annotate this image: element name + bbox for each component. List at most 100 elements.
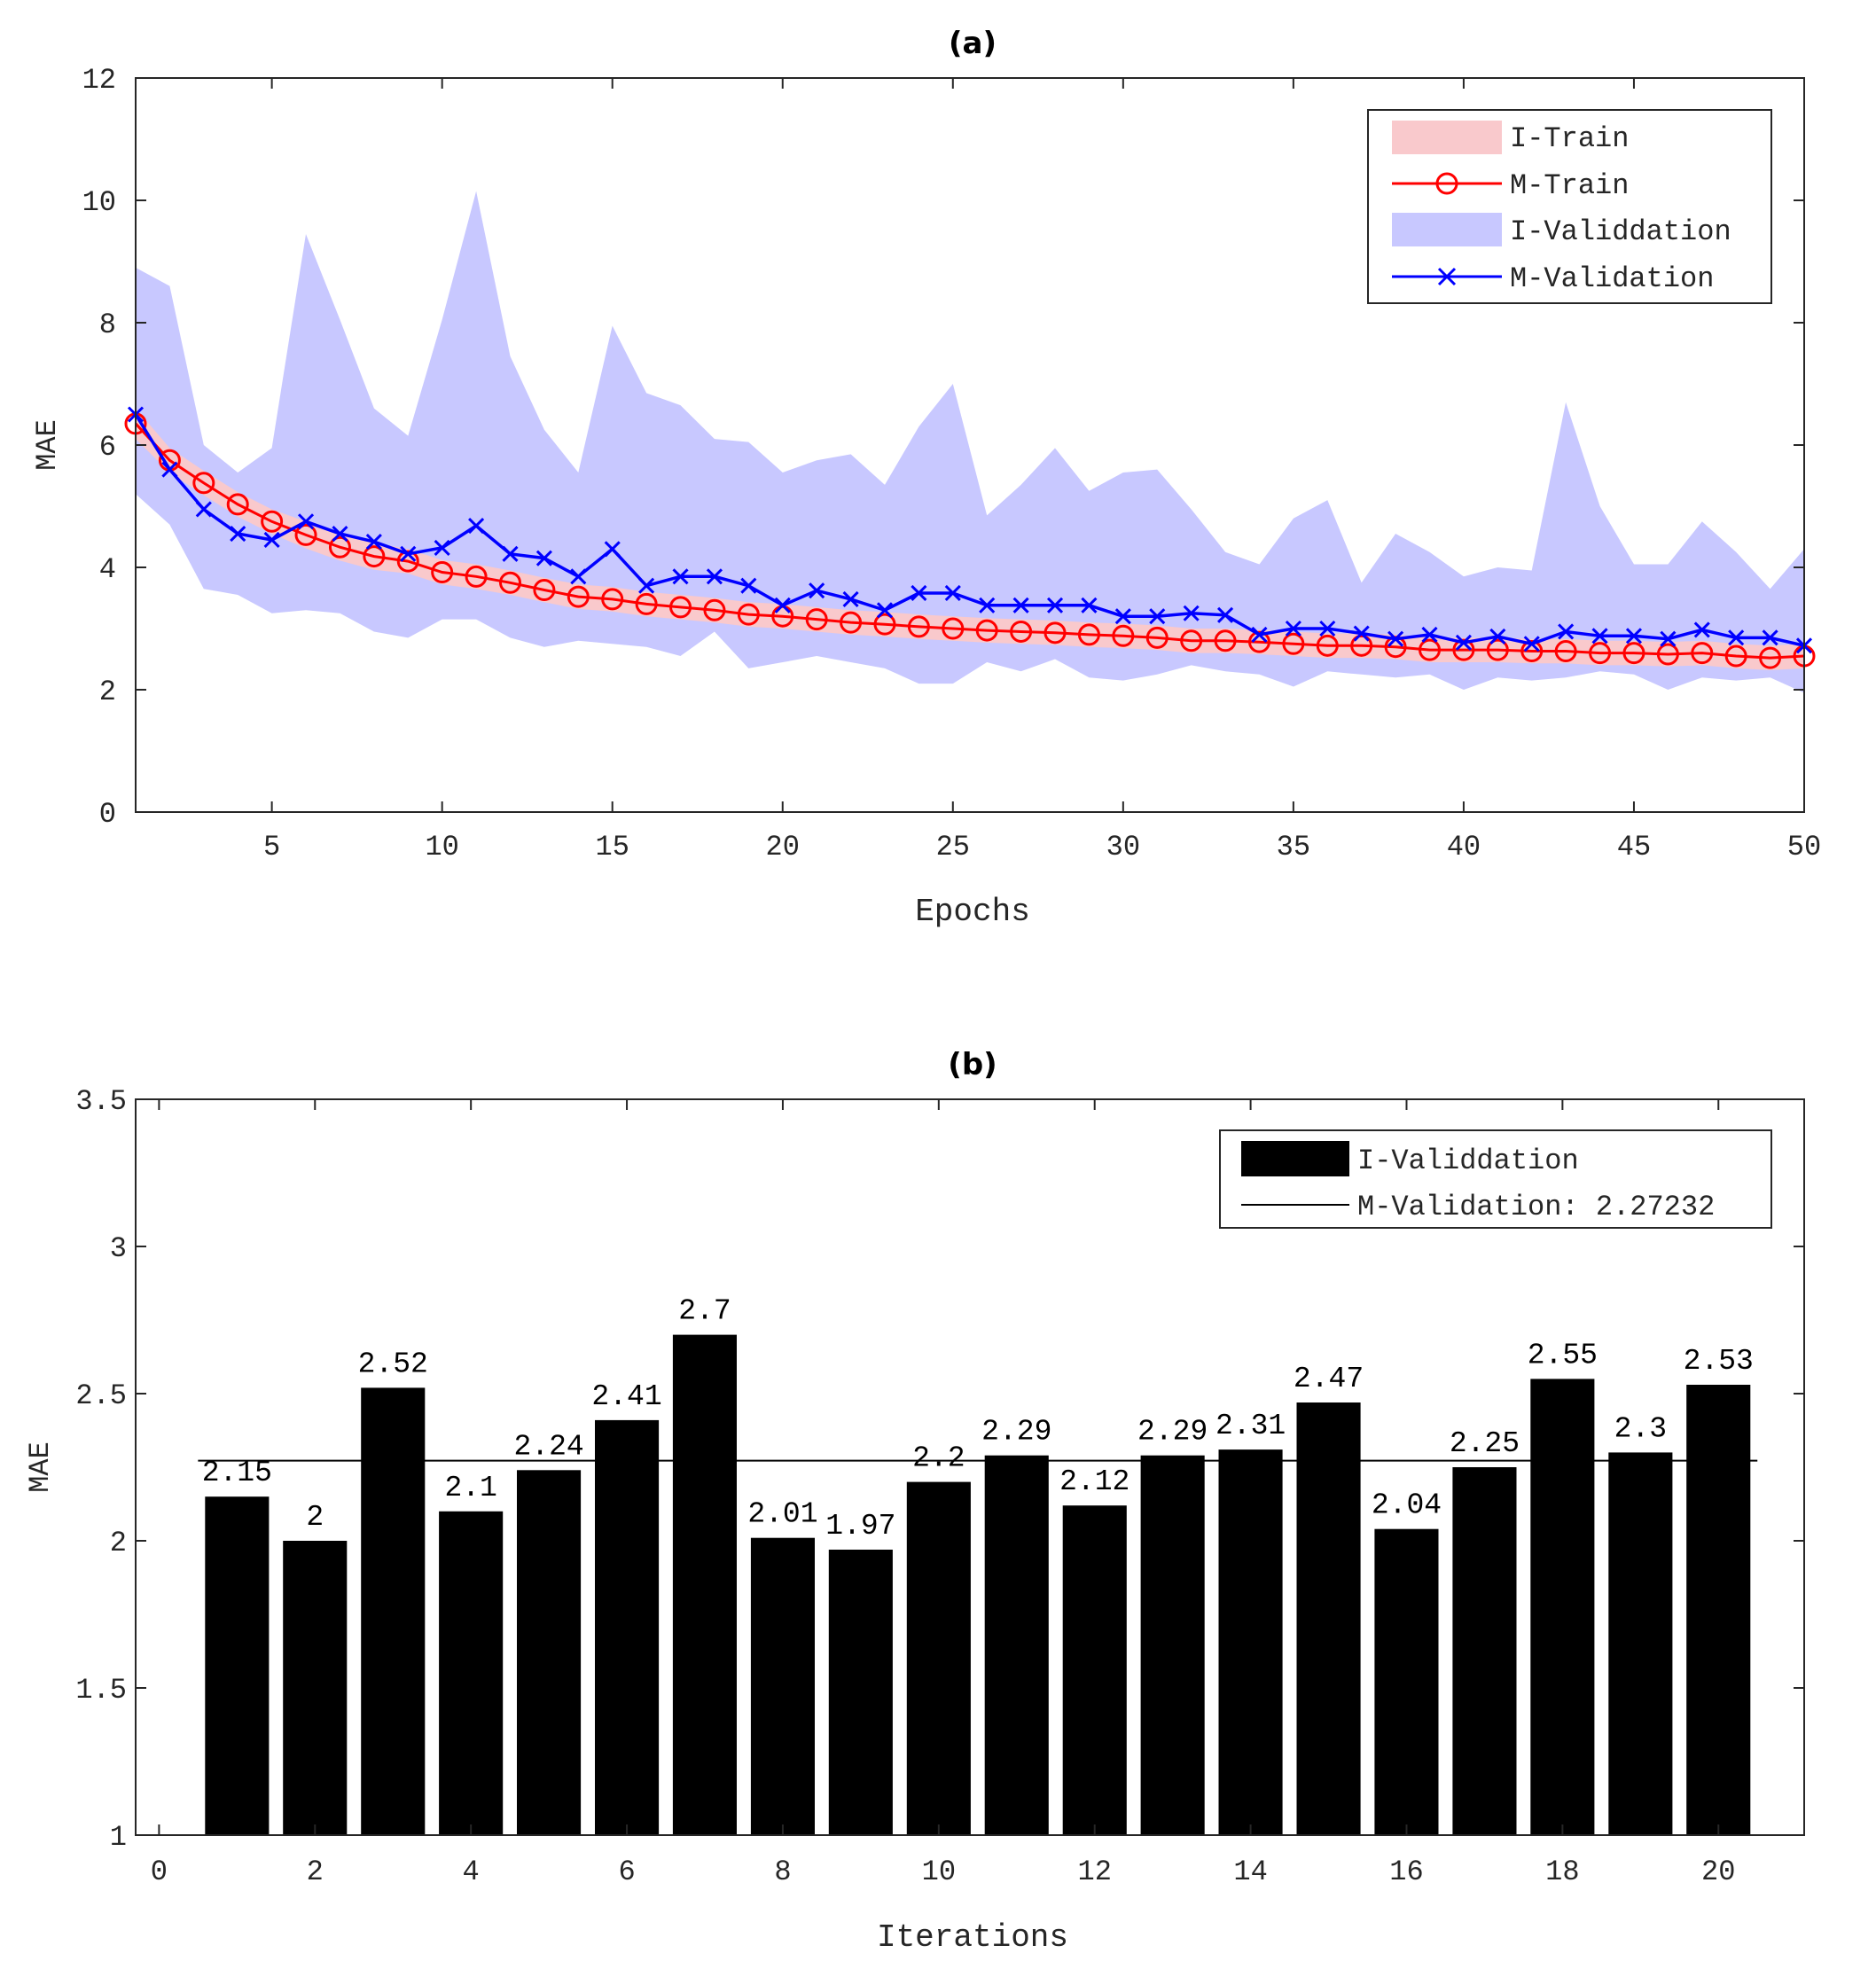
bar [984, 1455, 1049, 1835]
m-train-point [975, 619, 998, 642]
m-train-point [840, 611, 863, 634]
x-tick-label: 4 [463, 1856, 480, 1888]
band-i-validdation [136, 191, 1804, 693]
m-validation-point [1625, 628, 1643, 645]
m-validation-point [195, 501, 212, 518]
m-validation-point [911, 584, 927, 602]
m-train-point [1247, 630, 1270, 653]
m-validation-point [1660, 630, 1677, 647]
bar-value-label: 2.15 [202, 1457, 272, 1489]
bar [517, 1470, 582, 1835]
x-tick-label: 8 [774, 1856, 791, 1888]
x-tick-label: 15 [596, 831, 629, 863]
bar [361, 1387, 426, 1835]
m-train-point [1691, 642, 1714, 665]
m-validation-point [1387, 630, 1404, 647]
m-validation-point [535, 550, 552, 566]
m-train-point [942, 617, 965, 640]
y-tick-label: 2.5 [75, 1379, 127, 1412]
y-tick-label: 10 [82, 186, 116, 219]
bar [1140, 1455, 1205, 1835]
m-validation-point [1353, 625, 1370, 642]
x-tick-label: 14 [1233, 1856, 1267, 1888]
legend-m-train-marker [1435, 172, 1458, 195]
bar-value-label: 1.97 [825, 1510, 895, 1543]
bar [1530, 1379, 1595, 1835]
x-tick-label: 12 [1078, 1856, 1112, 1888]
bar [595, 1419, 660, 1835]
m-validation-point [706, 568, 723, 585]
bar [1686, 1385, 1751, 1835]
m-train-point [465, 565, 488, 588]
m-train-point [1214, 629, 1237, 652]
bar [283, 1541, 348, 1835]
m-train-point [1622, 642, 1645, 665]
m-validation-point [1183, 605, 1200, 621]
m-validation-point [400, 545, 417, 562]
m-validation-point [1421, 626, 1438, 643]
x-tick-label: 45 [1617, 831, 1651, 863]
y-tick-label: 2 [99, 676, 116, 708]
x-tick-label: 30 [1106, 831, 1140, 863]
chart-b-xlabel: Iterations [877, 1919, 1068, 1956]
m-train-point [1044, 621, 1067, 645]
m-validation-point [297, 513, 315, 530]
y-tick-label: 1.5 [75, 1674, 127, 1707]
legend-i-train-label: I-Train [1510, 122, 1629, 155]
m-validation-point [740, 577, 757, 594]
x-tick-label: 2 [307, 1856, 324, 1888]
m-validation-point [876, 602, 894, 619]
bar [672, 1334, 737, 1835]
bar [906, 1481, 971, 1835]
m-train-point [1145, 626, 1169, 649]
m-validation-point [774, 597, 791, 613]
x-tick-label: 10 [425, 831, 458, 863]
m-train-point [431, 561, 454, 584]
m-validation-point [1149, 608, 1166, 625]
m-validation-point [570, 568, 587, 585]
m-validation-point [1012, 597, 1029, 613]
bar-value-label: 2.25 [1450, 1427, 1520, 1460]
legend-m-validation-label: M-Validation [1510, 262, 1714, 295]
chart-b-title: (b) [948, 1047, 997, 1082]
m-train-point [703, 598, 726, 621]
chart-a-title: (a) [949, 26, 997, 61]
y-tick-label: 6 [99, 431, 116, 464]
bar-value-label: 2.41 [591, 1380, 661, 1413]
bar [1296, 1402, 1361, 1835]
bar-value-label: 2.53 [1684, 1345, 1754, 1378]
bar [205, 1496, 270, 1835]
m-validation-point [468, 518, 485, 535]
m-train-point [1554, 640, 1577, 663]
m-train-point [1452, 638, 1475, 661]
bar-value-label: 2.52 [358, 1348, 428, 1380]
m-validation-point [1693, 621, 1710, 638]
m-train-point [737, 603, 760, 626]
m-train-point [1316, 634, 1339, 657]
m-validation-point [842, 590, 859, 607]
m-train-point [294, 523, 317, 546]
y-tick-label: 1 [110, 1821, 127, 1854]
m-validation-point [1489, 628, 1506, 645]
m-train-point [1486, 638, 1509, 661]
m-validation-point [809, 582, 825, 599]
m-validation-point [1728, 629, 1745, 646]
m-validation-point [1455, 634, 1472, 651]
m-train-point [226, 493, 249, 516]
legend-i-validdation-label: I-Validdation [1510, 215, 1731, 248]
bar [1062, 1505, 1127, 1835]
x-tick-label: 20 [766, 831, 800, 863]
m-train-point [192, 472, 215, 495]
y-tick-label: 3 [110, 1232, 127, 1265]
bar-value-label: 2 [306, 1501, 324, 1534]
m-train-point [533, 579, 556, 602]
m-train-point [1350, 634, 1373, 657]
legend-i-train-swatch [1392, 121, 1502, 154]
bar-value-label: 2.2 [912, 1442, 965, 1475]
y-tick-label: 2 [110, 1527, 127, 1559]
bar-value-label: 2.55 [1528, 1339, 1598, 1371]
m-train-point [1419, 638, 1442, 661]
